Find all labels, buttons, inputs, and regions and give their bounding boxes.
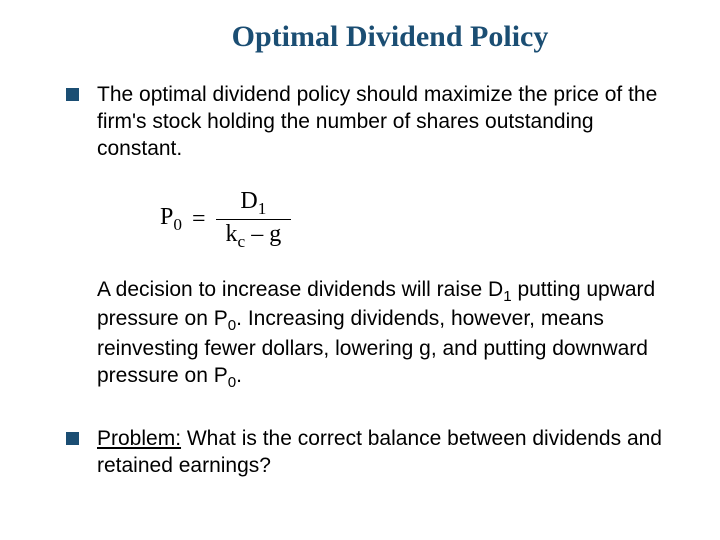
continuation-text: A decision to increase dividends will ra…	[97, 277, 680, 393]
square-bullet-icon	[66, 432, 79, 445]
bullet-1-continuation: A decision to increase dividends will ra…	[97, 277, 680, 393]
bullet-item-2: Problem: What is the correct balance bet…	[40, 426, 680, 480]
formula-numerator: D1	[230, 187, 276, 220]
formula-lhs: P0	[160, 204, 182, 235]
formula-fraction: D1 kc – g	[216, 187, 292, 253]
square-bullet-icon	[66, 88, 79, 101]
slide-title: Optimal Dividend Policy	[100, 20, 680, 54]
bullet-item-1: The optimal dividend policy should maxim…	[40, 82, 680, 163]
problem-label: Problem:	[97, 427, 181, 450]
bullet-1-text: The optimal dividend policy should maxim…	[97, 82, 680, 163]
formula-block: P0 = D1 kc – g	[160, 187, 680, 253]
formula-denominator: kc – g	[216, 220, 292, 253]
bullet-2-text: Problem: What is the correct balance bet…	[97, 426, 680, 480]
formula-equals: =	[192, 206, 206, 233]
